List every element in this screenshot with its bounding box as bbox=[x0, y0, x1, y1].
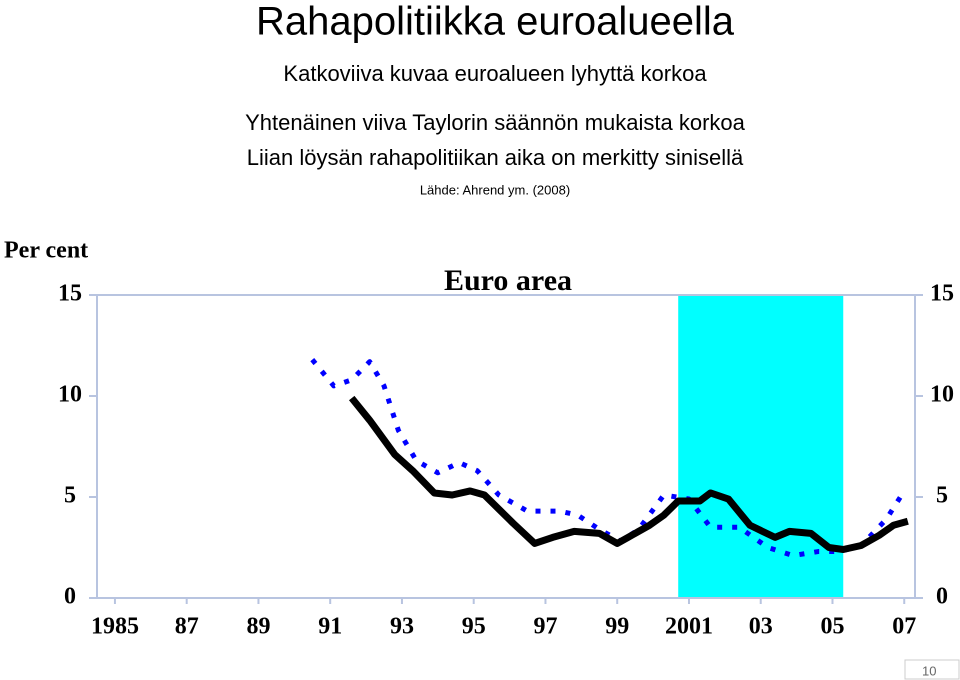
y-tick-label: 15 bbox=[58, 281, 82, 307]
x-tick-label: 05 bbox=[820, 614, 844, 640]
source: Lähde: Ahrend ym. (2008) bbox=[420, 182, 570, 197]
x-tick-label: 89 bbox=[246, 614, 270, 640]
page-number: 10 bbox=[922, 663, 936, 678]
x-tick-label: 1985 bbox=[91, 614, 139, 640]
y-tick-label: 5 bbox=[64, 483, 76, 509]
slide-title: Rahapolitiikka euroalueella bbox=[256, 0, 735, 44]
x-tick-label: 93 bbox=[390, 614, 414, 640]
slide-line: Yhtenäinen viiva Taylorin säännön mukais… bbox=[245, 110, 746, 135]
x-tick-label: 2001 bbox=[665, 614, 713, 640]
y2-tick-label: 5 bbox=[936, 483, 948, 509]
page-box bbox=[904, 659, 960, 680]
y-tick-label: 10 bbox=[58, 382, 82, 408]
y2-tick-label: 10 bbox=[930, 382, 954, 408]
y-tick-label: 0 bbox=[64, 584, 76, 610]
x-tick-label: 03 bbox=[749, 614, 773, 640]
highlight-band bbox=[678, 295, 844, 598]
y2-tick-label: 0 bbox=[936, 584, 948, 610]
series-line bbox=[349, 395, 909, 554]
x-tick-label: 91 bbox=[318, 614, 342, 640]
chart-title: Euro area bbox=[444, 264, 572, 297]
x-tick-label: 99 bbox=[605, 614, 629, 640]
slide-line: Katkoviiva kuvaa euroalueen lyhyttä kork… bbox=[283, 61, 707, 86]
y2-tick-label: 15 bbox=[930, 281, 954, 307]
x-tick-label: 87 bbox=[175, 614, 199, 640]
x-tick-label: 97 bbox=[533, 614, 557, 640]
x-tick-label: 07 bbox=[892, 614, 916, 640]
x-tick-label: 95 bbox=[462, 614, 486, 640]
slide-line: Liian löysän rahapolitiikan aika on merk… bbox=[247, 145, 744, 170]
y-axis-label: Per cent bbox=[4, 238, 88, 264]
